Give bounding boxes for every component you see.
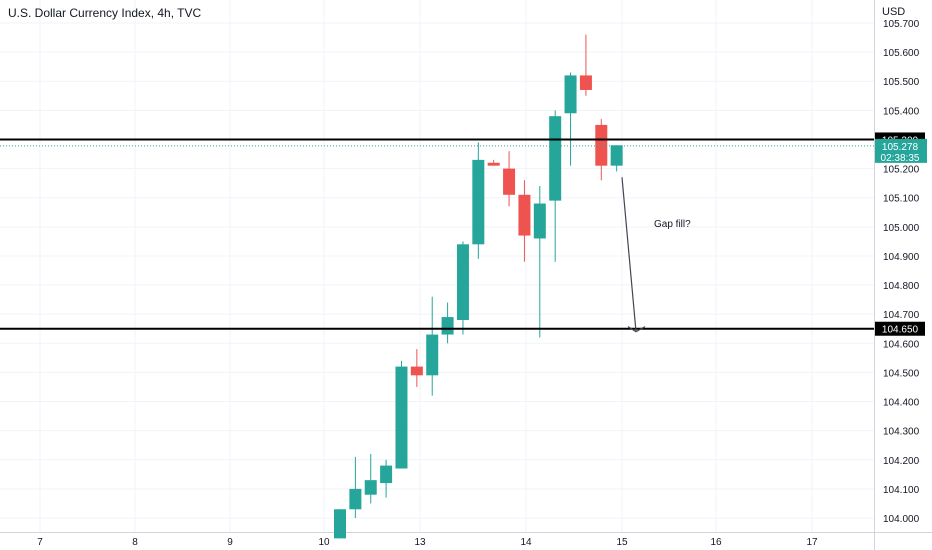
candle-body bbox=[610, 145, 623, 166]
candle-up bbox=[426, 296, 439, 396]
candle-body bbox=[349, 488, 362, 510]
y-tick-label: 104.500 bbox=[883, 368, 920, 379]
y-tick-label: 105.600 bbox=[883, 48, 920, 59]
candle-up bbox=[533, 186, 546, 338]
annotation: Gap fill? bbox=[621, 177, 691, 333]
x-tick-label: 8 bbox=[132, 537, 138, 548]
candle-up bbox=[349, 456, 362, 518]
y-tick-label: 104.200 bbox=[883, 456, 920, 467]
candle-body bbox=[441, 317, 454, 335]
x-tick-label: 9 bbox=[227, 537, 233, 548]
arrow-head bbox=[627, 326, 646, 333]
arrow-shaft[interactable] bbox=[621, 177, 637, 332]
y-tick-label: 104.700 bbox=[883, 310, 920, 321]
candle-up bbox=[549, 110, 562, 262]
candle-body bbox=[533, 203, 546, 239]
y-tick-label: 105.200 bbox=[883, 165, 920, 176]
level-price-text: 104.650 bbox=[882, 325, 919, 336]
x-axis: 7 8 9 10 13 14 15 16 17 bbox=[0, 532, 932, 548]
candle-up bbox=[380, 459, 393, 498]
chart-title: U.S. Dollar Currency Index, 4h, TVC bbox=[8, 6, 202, 20]
y-tick-label: 105.500 bbox=[883, 77, 920, 88]
candle-body bbox=[334, 509, 346, 539]
candle-body bbox=[426, 334, 439, 376]
annotation-text[interactable]: Gap fill? bbox=[654, 219, 691, 230]
candle-body bbox=[579, 75, 592, 90]
candle-body bbox=[456, 244, 469, 320]
countdown-text: 02:38:35 bbox=[881, 153, 920, 164]
candle-up bbox=[456, 241, 469, 335]
candle-up bbox=[334, 509, 346, 539]
candle-down bbox=[503, 151, 516, 207]
y-tick-label: 104.000 bbox=[883, 514, 920, 525]
candle-down bbox=[410, 349, 423, 387]
candle-up bbox=[472, 142, 485, 259]
y-tick-label: 105.700 bbox=[883, 19, 920, 30]
candle-down bbox=[579, 34, 592, 96]
x-tick-label: 14 bbox=[520, 537, 532, 548]
candle-up bbox=[395, 360, 408, 469]
candle-body bbox=[564, 75, 577, 114]
y-tick-label: 105.100 bbox=[883, 194, 920, 205]
candle-down bbox=[487, 159, 500, 166]
grid bbox=[0, 0, 874, 532]
candle-up bbox=[441, 302, 454, 344]
y-tick-label: 104.900 bbox=[883, 252, 920, 263]
y-tick-label: 105.000 bbox=[883, 223, 920, 234]
candle-up bbox=[564, 72, 577, 166]
candle-body bbox=[410, 366, 423, 376]
candle-body bbox=[595, 124, 608, 166]
candle-body bbox=[487, 162, 500, 166]
x-tick-label: 17 bbox=[806, 537, 818, 548]
y-tick-label: 104.300 bbox=[883, 427, 920, 438]
level-price-tag bbox=[875, 321, 925, 336]
last-price-tag bbox=[875, 138, 927, 163]
x-tick-label: 16 bbox=[710, 537, 722, 548]
x-tick-label: 7 bbox=[37, 537, 43, 548]
y-tick-label: 104.100 bbox=[883, 485, 920, 496]
y-tick-label: 104.400 bbox=[883, 398, 920, 409]
horizontal-lines bbox=[0, 138, 874, 330]
candle-body bbox=[364, 480, 377, 495]
candle-body bbox=[380, 465, 393, 484]
candle-up bbox=[364, 453, 377, 504]
y-tick-label: 105.400 bbox=[883, 106, 920, 117]
y-axis: 105.700 105.600 105.500 105.400 105.200 105.1… bbox=[874, 0, 920, 550]
candles bbox=[334, 34, 623, 539]
x-tick-label: 10 bbox=[318, 537, 330, 548]
candle-up bbox=[610, 145, 623, 172]
x-tick-label: 15 bbox=[616, 537, 628, 548]
candle-body bbox=[395, 366, 408, 469]
x-tick-label: 13 bbox=[414, 537, 426, 548]
currency-label: USD bbox=[882, 6, 905, 18]
candle-body bbox=[472, 159, 485, 245]
last-price-text: 105.278 bbox=[882, 142, 919, 153]
candle-body bbox=[503, 168, 516, 195]
candle-down bbox=[518, 180, 531, 262]
candle-body bbox=[518, 194, 531, 236]
candle-down bbox=[595, 119, 608, 181]
candle-body bbox=[549, 116, 562, 201]
y-tick-label: 104.600 bbox=[883, 339, 920, 350]
y-tick-label: 104.800 bbox=[883, 281, 920, 292]
